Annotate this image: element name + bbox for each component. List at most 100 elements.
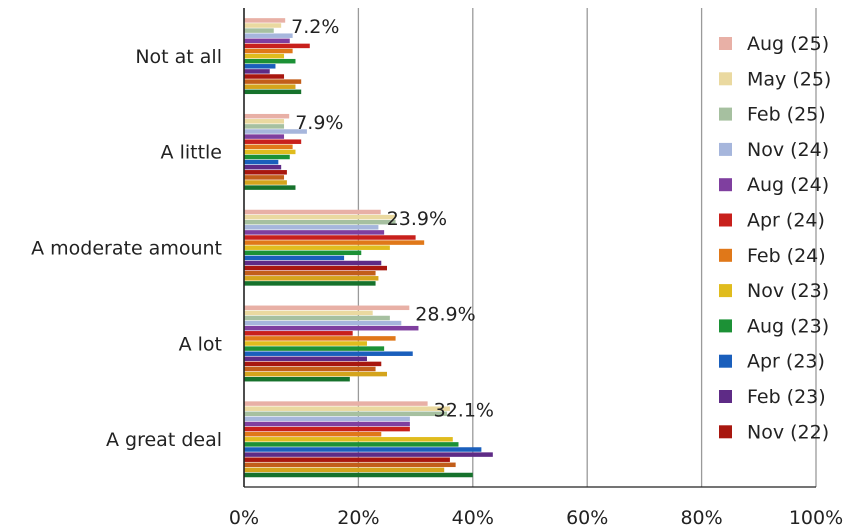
legend-swatch — [719, 354, 732, 368]
legend-swatch — [719, 37, 732, 50]
bar-0-11 — [244, 74, 285, 79]
bar-4-0 — [244, 401, 428, 406]
bar-4-8 — [244, 442, 459, 447]
bar-3-0 — [244, 305, 410, 311]
x-tick-label: 80% — [680, 507, 722, 529]
x-tick-label: 40% — [452, 507, 494, 529]
bar-1-2 — [244, 124, 285, 129]
bar-3-12 — [244, 366, 376, 372]
bar-4-13 — [244, 467, 445, 473]
bar-1-0 — [244, 113, 290, 119]
legend-item-label: May (25) — [747, 68, 831, 90]
bar-2-14 — [244, 281, 376, 286]
bar-1-3 — [244, 129, 307, 134]
bar-4-2 — [244, 411, 448, 417]
bar-4-9 — [244, 447, 482, 452]
bar-4-3 — [244, 416, 410, 422]
bar-2-6 — [244, 240, 425, 245]
data-label: 7.2% — [291, 16, 339, 38]
bar-1-10 — [244, 164, 282, 170]
bar-0-14 — [244, 89, 302, 95]
bar-3-7 — [244, 341, 367, 346]
legend-item-label: Aug (24) — [747, 174, 829, 196]
bar-0-0 — [244, 18, 286, 23]
bar-0-3 — [244, 33, 293, 38]
x-tick-label: 20% — [337, 507, 379, 529]
bar-0-9 — [244, 64, 276, 69]
bar-2-13 — [244, 276, 379, 281]
bar-0-6 — [244, 48, 293, 54]
legend-item-label: Nov (23) — [747, 280, 829, 302]
bar-2-7 — [244, 245, 390, 250]
bar-0-2 — [244, 28, 274, 33]
bar-1-7 — [244, 149, 296, 155]
bars — [244, 18, 493, 478]
legend-item-label: Feb (23) — [747, 386, 826, 408]
bar-0-10 — [244, 69, 270, 74]
bar-0-12 — [244, 79, 302, 84]
bar-1-6 — [244, 144, 293, 150]
legend-item-label: Feb (25) — [747, 104, 826, 126]
axes — [243, 8, 816, 488]
bar-3-6 — [244, 336, 396, 341]
bar-1-4 — [244, 134, 285, 139]
bar-2-2 — [244, 219, 396, 225]
bar-2-1 — [244, 214, 396, 220]
data-label: 7.9% — [295, 112, 343, 134]
bar-2-11 — [244, 265, 387, 271]
legend-item-label: Nov (24) — [747, 139, 829, 161]
bar-2-8 — [244, 250, 362, 256]
bar-3-5 — [244, 331, 353, 336]
bar-1-9 — [244, 159, 279, 165]
bar-3-9 — [244, 351, 413, 356]
data-label: 32.1% — [434, 399, 494, 421]
legend-swatch — [719, 284, 732, 298]
bar-4-1 — [244, 406, 450, 411]
bar-4-6 — [244, 431, 382, 437]
legend-item-label: Apr (23) — [747, 351, 825, 373]
legend-swatch — [719, 178, 732, 192]
bar-4-7 — [244, 437, 453, 442]
bar-3-13 — [244, 371, 387, 377]
bar-4-12 — [244, 462, 456, 468]
bar-2-3 — [244, 225, 379, 230]
bar-4-14 — [244, 472, 473, 478]
bar-2-10 — [244, 260, 382, 266]
legend-item-label: Aug (23) — [747, 315, 829, 337]
legend-swatch — [719, 390, 732, 403]
bar-4-5 — [244, 426, 410, 432]
legend-item-label: Apr (24) — [747, 210, 825, 232]
legend-swatch — [719, 248, 732, 262]
data-labels: 7.2% 7.9% 23.9% 28.9% 32.1% — [291, 16, 494, 421]
bar-1-8 — [244, 154, 290, 160]
bar-4-10 — [244, 452, 493, 457]
category-label: A lot — [179, 333, 222, 355]
bar-3-11 — [244, 361, 382, 367]
legend-swatch — [719, 425, 732, 439]
bar-0-8 — [244, 58, 296, 64]
x-tick-label: 0% — [229, 507, 259, 529]
legend-item-label: Feb (24) — [747, 245, 826, 267]
bar-1-11 — [244, 170, 287, 175]
category-labels: Not at all A little A moderate amount A lot… — [31, 46, 222, 451]
bar-3-10 — [244, 356, 367, 362]
legend-swatch — [719, 213, 732, 227]
bar-1-5 — [244, 139, 302, 144]
data-label: 23.9% — [387, 208, 447, 230]
bar-4-4 — [244, 421, 410, 427]
bar-1-14 — [244, 185, 296, 190]
bar-1-1 — [244, 119, 285, 124]
data-label: 28.9% — [415, 304, 475, 326]
bar-2-0 — [244, 209, 381, 215]
legend-item-label: Aug (25) — [747, 33, 829, 55]
x-tick-labels: 0% 20% 40% 60% 80% 100% — [229, 507, 843, 529]
x-tick-label: 60% — [566, 507, 608, 529]
bar-3-3 — [244, 320, 402, 326]
bar-3-1 — [244, 310, 373, 316]
category-label: A moderate amount — [31, 238, 222, 260]
category-label: A little — [161, 142, 222, 164]
category-label: Not at all — [135, 46, 222, 68]
bar-1-12 — [244, 175, 285, 180]
bar-0-13 — [244, 84, 296, 89]
